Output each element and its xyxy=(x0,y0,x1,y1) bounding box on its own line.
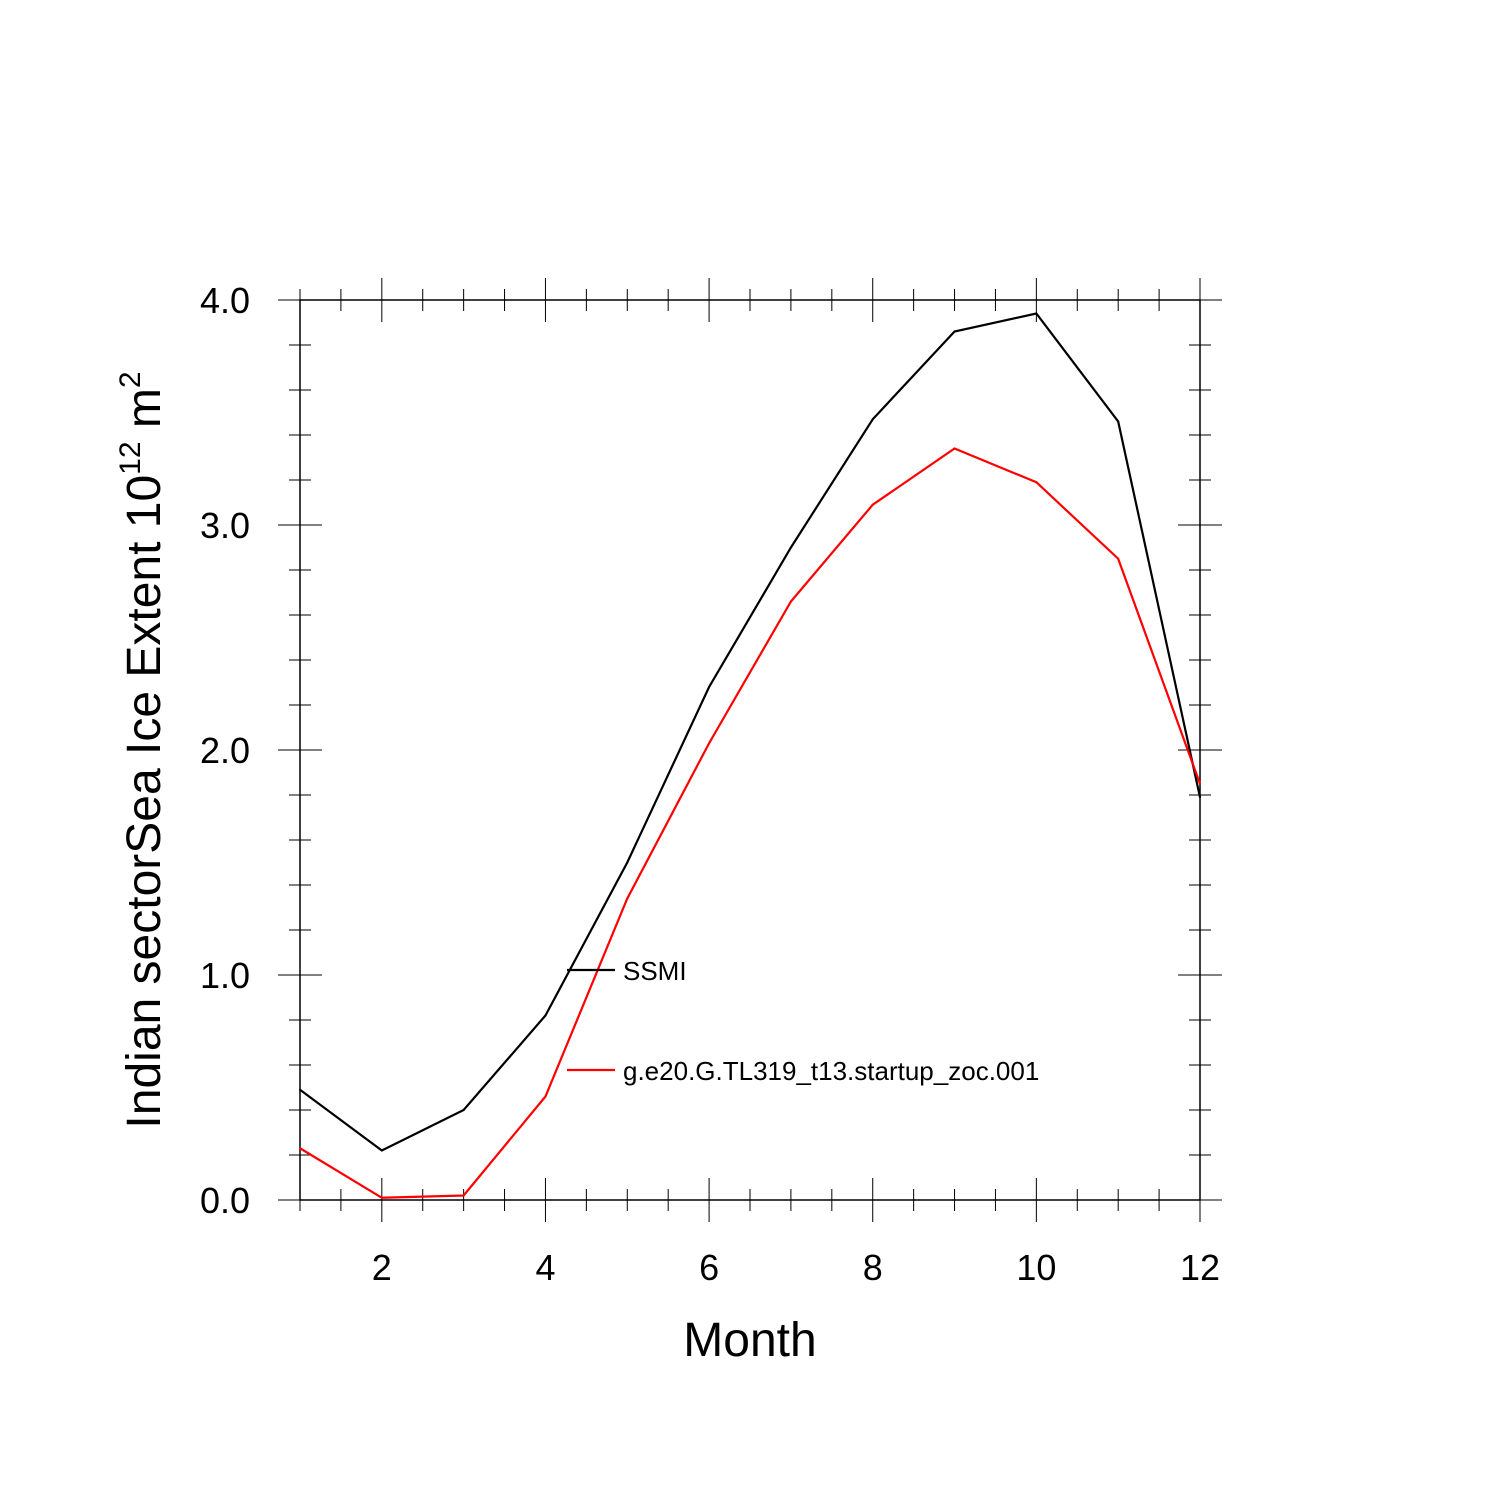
y-tick-label: 4.0 xyxy=(200,280,250,321)
x-tick-label: 2 xyxy=(372,1247,392,1288)
x-tick-label: 12 xyxy=(1180,1247,1220,1288)
legend-label: SSMI xyxy=(623,956,687,986)
y-axis-label-main: Indian sectorSea Ice Extent 10 xyxy=(118,475,171,1129)
series-line-ssmi xyxy=(299,312,1202,1152)
data-point xyxy=(1117,420,1120,423)
legend-label: g.e20.G.TL319_t13.startup_zoc.001 xyxy=(623,1056,1039,1086)
series-line-model xyxy=(299,447,1202,1199)
data-point xyxy=(1035,481,1038,484)
data-point xyxy=(708,686,711,688)
y-axis-label-exponent: 12 xyxy=(114,441,147,474)
data-point xyxy=(1199,782,1201,785)
data-point xyxy=(462,1194,465,1197)
data-point xyxy=(1199,796,1201,799)
data-point xyxy=(1035,312,1038,315)
data-point xyxy=(380,1149,383,1152)
data-point xyxy=(626,861,629,864)
x-axis-label: Month xyxy=(683,1314,816,1367)
series-layer xyxy=(299,312,1202,1199)
data-point xyxy=(789,600,792,603)
x-tick-label: 8 xyxy=(863,1247,883,1288)
y-axis-label-unit-exponent: 2 xyxy=(114,371,147,388)
data-point xyxy=(953,447,956,450)
data-point xyxy=(626,897,629,900)
x-tick-label: 10 xyxy=(1016,1247,1056,1288)
data-point xyxy=(299,1088,301,1091)
y-tick-label: 3.0 xyxy=(200,505,250,546)
y-axis-label: Indian sectorSea Ice Extent 1012 m2 xyxy=(114,371,171,1128)
data-point xyxy=(789,546,792,549)
x-tick-label: 6 xyxy=(699,1247,719,1288)
y-axis-label-unit: m xyxy=(118,388,171,441)
data-point xyxy=(953,330,956,333)
data-point xyxy=(380,1196,383,1199)
data-point xyxy=(544,1014,547,1017)
legend: SSMI g.e20.G.TL319_t13.startup_zoc.001 xyxy=(567,956,1039,1086)
data-point xyxy=(544,1095,547,1098)
ticks: 2 4 6 8 10 12 0.0 1.0 2.0 3.0 4.0 xyxy=(200,278,1222,1288)
x-tick-label: 4 xyxy=(535,1247,555,1288)
y-tick-label: 0.0 xyxy=(200,1180,250,1221)
data-point xyxy=(462,1109,465,1111)
data-point xyxy=(299,1147,301,1150)
y-tick-label: 2.0 xyxy=(200,730,250,771)
data-point xyxy=(871,503,874,506)
data-point xyxy=(1117,557,1120,560)
data-point xyxy=(871,418,874,421)
data-point xyxy=(708,742,711,745)
y-tick-label: 1.0 xyxy=(200,955,250,996)
